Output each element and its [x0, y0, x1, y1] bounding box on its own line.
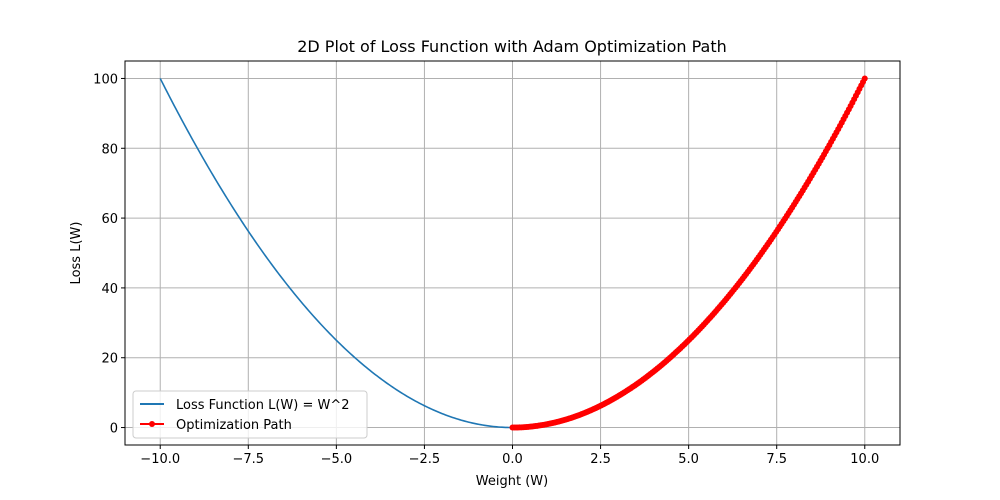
optimization-path-layer	[509, 75, 868, 431]
y-axis-title: Loss L(W)	[69, 222, 84, 285]
legend-label-loss-function: Loss Function L(W) = W^2	[176, 398, 350, 413]
x-tick-label: 10.0	[850, 452, 879, 467]
legend-label-optimization-path: Optimization Path	[176, 418, 292, 433]
x-tick-label: 5.0	[678, 452, 699, 467]
grid-lines	[125, 61, 900, 445]
legend-box	[132, 390, 368, 439]
y-tick-label: 0	[110, 422, 118, 437]
chart-title: 2D Plot of Loss Function with Adam Optim…	[297, 37, 727, 56]
y-tick-label: 60	[101, 212, 118, 227]
y-tick-label: 40	[101, 282, 118, 297]
y-tick-label: 80	[101, 142, 118, 157]
x-tick-label: −5.0	[321, 452, 353, 467]
y-axis-ticks: 0 20 40 60 80 100	[93, 72, 125, 437]
legend: Loss Function L(W) = W^2 Optimization Pa…	[132, 390, 368, 439]
x-tick-label: 0.0	[502, 452, 523, 467]
x-tick-label: −7.5	[233, 452, 265, 467]
optimization-path-point	[509, 424, 516, 431]
x-tick-label: −10.0	[140, 452, 180, 467]
x-tick-label: −2.5	[409, 452, 441, 467]
legend-marker-optimization-path	[149, 421, 155, 427]
x-tick-label: 7.5	[766, 452, 787, 467]
x-tick-label: 2.5	[590, 452, 611, 467]
y-tick-label: 100	[93, 72, 118, 87]
x-axis-ticks: −10.0 −7.5 −5.0 −2.5 0.0 2.5 5.0 7.5 10.0	[140, 445, 879, 467]
y-tick-label: 20	[101, 352, 118, 367]
x-axis-title: Weight (W)	[476, 474, 548, 489]
